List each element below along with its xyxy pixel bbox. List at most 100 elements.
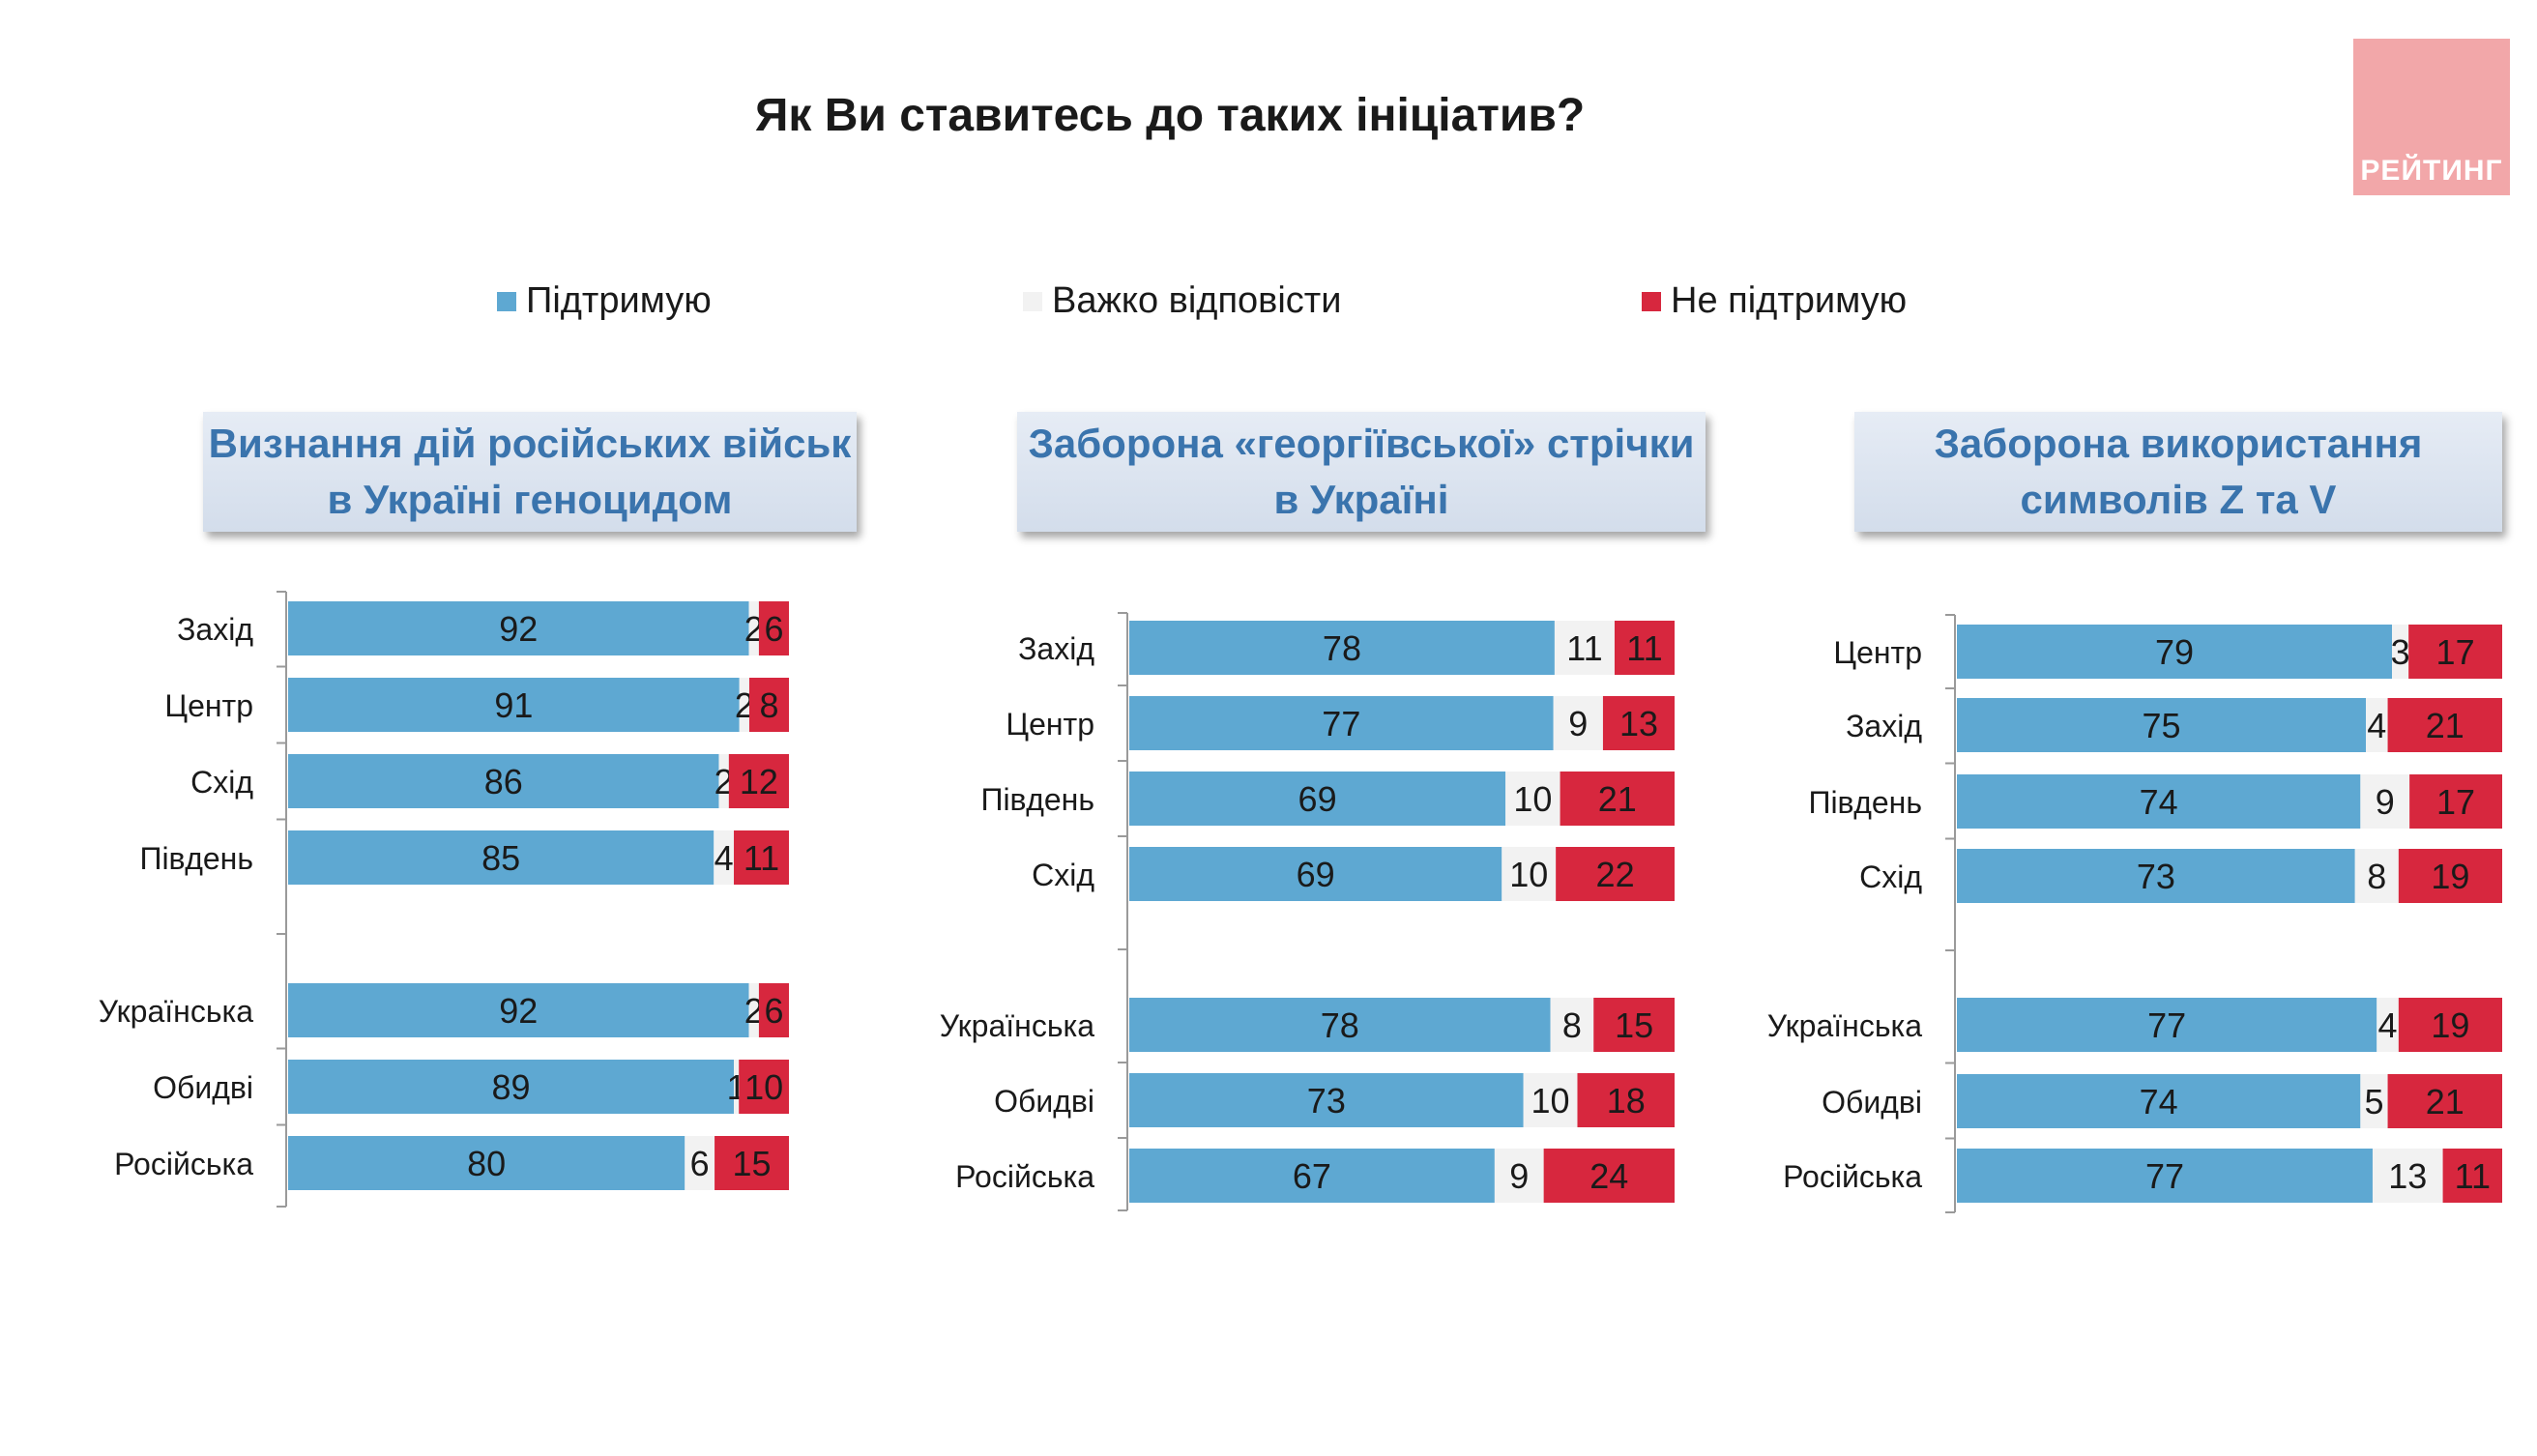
chart-1-bar-hard-to-say — [748, 983, 759, 1037]
chart-2-data-label: 13 — [1619, 704, 1658, 743]
chart-1-data-label: 86 — [484, 762, 523, 801]
chart-1-data-label: 91 — [494, 685, 533, 725]
chart-3-bar-support — [1957, 698, 2366, 752]
chart-2-bar-hard-to-say — [1553, 696, 1603, 750]
chart-2-data-label: 78 — [1323, 628, 1361, 668]
legend-swatch-not-support — [1642, 291, 1661, 311]
chart-2-category-label: Центр — [1006, 707, 1094, 742]
chart-1-bar-support — [288, 678, 740, 732]
panel-3-title-line-1: Заборона використання — [1934, 421, 2423, 466]
chart-3-data-label: 4 — [2378, 1005, 2398, 1045]
chart-2-data-label: 24 — [1589, 1156, 1628, 1196]
chart-3-data-label: 74 — [2140, 1082, 2178, 1121]
chart-2-category-label: Українська — [940, 1008, 1094, 1043]
chart-3-bar-hard-to-say — [2360, 1074, 2388, 1128]
chart-3-data-label: 5 — [2364, 1082, 2383, 1121]
panel-2-title-line-1: Заборона «георгіївської» стрічки — [1028, 421, 1695, 466]
chart-2-data-label: 11 — [1566, 628, 1602, 668]
chart-3: Центр 79 3 17 Захід 75 4 21 Південь 74 9 17 Схід 73 8 1… — [1767, 614, 2502, 1213]
chart-1-data-label: 92 — [499, 991, 538, 1031]
chart-2-bar-support — [1129, 772, 1506, 826]
chart-2-bar-hard-to-say — [1494, 1149, 1544, 1203]
chart-1-data-label: 11 — [744, 838, 779, 878]
chart-1-data-label: 6 — [764, 991, 783, 1031]
chart-1-category-label: Українська — [99, 994, 253, 1029]
chart-3-bar-not-support — [2409, 774, 2502, 829]
chart-3-data-label: 79 — [2155, 632, 2194, 672]
chart-1-bar-support — [288, 830, 714, 885]
chart-1-category-label: Російська — [114, 1147, 253, 1181]
chart-1-data-label: 8 — [759, 685, 778, 725]
chart-3-bar-support — [1957, 849, 2355, 903]
panel-3-header: Заборона використання символів Z та V — [1854, 412, 2502, 532]
chart-3-bar-not-support — [2387, 698, 2502, 752]
chart-3-data-label: 11 — [2455, 1156, 2491, 1196]
chart-3-bar-hard-to-say — [2372, 1149, 2443, 1203]
chart-1-bar-hard-to-say — [685, 1136, 715, 1190]
chart-2-bar-hard-to-say — [1502, 847, 1557, 901]
chart-3-data-label: 77 — [2145, 1156, 2184, 1196]
chart-2-category-label: Обидві — [994, 1084, 1094, 1119]
chart-1-bar-support — [288, 1136, 685, 1190]
chart-3-bar-hard-to-say — [2360, 774, 2410, 829]
chart-2-bar-not-support — [1614, 621, 1675, 675]
chart-3-data-label: 3 — [2391, 632, 2410, 672]
chart-2-bar-support — [1129, 1073, 1524, 1127]
chart-2-data-label: 67 — [1293, 1156, 1331, 1196]
chart-1-bar-hard-to-say — [714, 830, 735, 885]
chart-1-bar-support — [288, 1060, 735, 1114]
chart-2-data-label: 69 — [1297, 855, 1335, 894]
chart-1-data-label: 10 — [744, 1067, 783, 1107]
chart-2-bar-not-support — [1593, 998, 1675, 1052]
chart-1-bar-hard-to-say — [739, 678, 749, 732]
chart-1-data-label: 4 — [714, 838, 734, 878]
chart-3-data-label: 4 — [2367, 706, 2386, 745]
chart-2-data-label: 78 — [1321, 1005, 1359, 1045]
chart-1-data-label: 80 — [467, 1144, 506, 1183]
chart-3-category-label: Центр — [1833, 635, 1922, 670]
page-title: Як Ви ставитесь до таких ініціатив? — [754, 90, 1586, 141]
chart-1-data-label: 2 — [735, 685, 754, 725]
chart-1-bar-support — [288, 983, 749, 1037]
chart-2-data-label: 10 — [1531, 1081, 1570, 1121]
chart-2-bar-not-support — [1577, 1073, 1675, 1127]
chart-3-category-label: Схід — [1859, 859, 1922, 894]
chart-1-data-label: 2 — [714, 762, 734, 801]
chart-3-data-label: 74 — [2140, 782, 2178, 822]
chart-3-bar-support — [1957, 774, 2361, 829]
rating-logo: РЕЙТИНГ — [2353, 39, 2510, 195]
chart-3-category-label: Південь — [1808, 785, 1922, 820]
legend-item-not-support: Не підтримую — [1642, 280, 1907, 322]
chart-3-bar-not-support — [2398, 998, 2502, 1052]
chart-3-data-label: 21 — [2426, 706, 2464, 745]
chart-3-bar-hard-to-say — [2366, 698, 2388, 752]
panel-1-title-line-1: Визнання дій російських військ — [208, 421, 852, 466]
chart-1-bar-support — [288, 754, 719, 808]
chart-1-bar-hard-to-say — [718, 754, 729, 808]
chart-2-data-label: 21 — [1598, 779, 1637, 819]
chart-3-data-label: 21 — [2426, 1082, 2464, 1121]
chart-1-category-label: Захід — [177, 612, 253, 647]
chart-3-data-label: 13 — [2388, 1156, 2427, 1196]
chart-3-data-label: 77 — [2147, 1005, 2186, 1045]
chart-legend: Підтримую Важко відповісти Не підтримую — [0, 280, 2537, 329]
chart-2-bar-support — [1129, 847, 1502, 901]
chart-2-bar-not-support — [1602, 696, 1675, 750]
chart-1-bar-hard-to-say — [734, 1060, 740, 1114]
chart-1-data-label: 85 — [481, 838, 520, 878]
chart-2-data-label: 77 — [1322, 704, 1360, 743]
chart-3-bar-support — [1957, 1149, 2373, 1203]
chart-1-bar-not-support — [758, 601, 789, 655]
chart-3-bar-not-support — [2408, 625, 2502, 679]
chart-2-data-label: 10 — [1513, 779, 1552, 819]
chart-2-bar-support — [1129, 998, 1551, 1052]
chart-2-data-label: 73 — [1307, 1081, 1346, 1121]
chart-2-bar-not-support — [1556, 847, 1675, 901]
chart-3-category-label: Захід — [1846, 709, 1922, 743]
chart-3-category-label: Російська — [1783, 1159, 1922, 1194]
chart-2-bar-support — [1129, 696, 1554, 750]
chart-1-data-label: 92 — [499, 609, 538, 649]
legend-label-not-support: Не підтримую — [1671, 280, 1908, 321]
chart-2-bar-hard-to-say — [1550, 998, 1594, 1052]
